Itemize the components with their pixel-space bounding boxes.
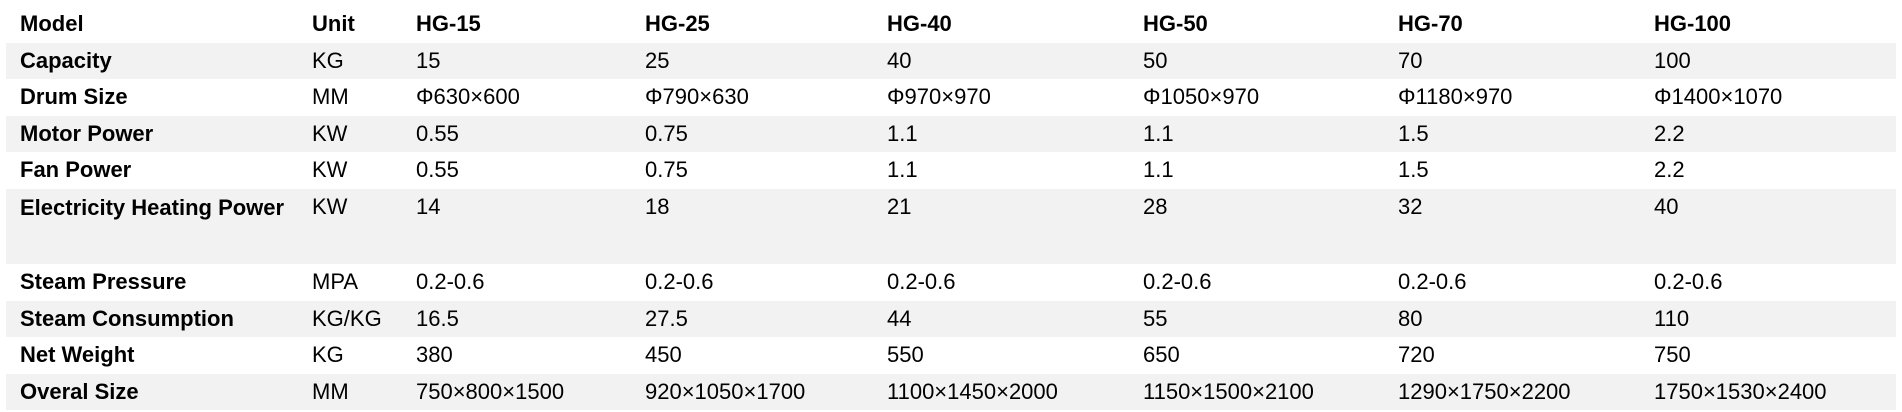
column-header: HG-70 — [1398, 11, 1463, 36]
table-row: Fan Power KW 0.55 0.75 1.1 1.1 1.5 2.2 — [6, 152, 1896, 189]
value-cell: 110 — [1640, 300, 1896, 338]
row-label: Net Weight — [20, 342, 135, 368]
table-row: Capacity KG 15 25 40 50 70 100 — [6, 42, 1896, 80]
value-cell: 25 — [631, 42, 873, 80]
value-cell: 1150×1500×2100 — [1129, 373, 1384, 411]
unit-cell: KW — [312, 157, 348, 183]
value-cell: Φ630×600 — [416, 84, 520, 110]
value-cell: 1100×1450×2000 — [873, 373, 1129, 411]
value-cell: 15 — [402, 42, 631, 80]
value-cell: Φ1400×1070 — [1654, 84, 1783, 110]
value-cell: 650 — [1143, 342, 1180, 368]
value-cell: 920×1050×1700 — [631, 373, 873, 411]
value-cell: Φ1180×970 — [1398, 84, 1513, 110]
value-cell: 1.1 — [1129, 115, 1384, 153]
value-cell: 1290×1750×2200 — [1384, 373, 1640, 411]
value-cell: 1.5 — [1398, 157, 1429, 183]
value-cell: 0.2-0.6 — [1143, 268, 1212, 294]
row-label: Motor Power — [6, 115, 298, 153]
row-label: Steam Consumption — [6, 300, 298, 338]
value-cell: 14 — [402, 188, 631, 264]
row-label: Overal Size — [6, 373, 298, 411]
row-label: Electricity Heating Power — [6, 188, 298, 264]
value-cell: 1.1 — [873, 115, 1129, 153]
table-row: Steam Consumption KG/KG 16.5 27.5 44 55 80 110 — [6, 300, 1896, 338]
table-row: Motor Power KW 0.55 0.75 1.1 1.1 1.5 2.2 — [6, 115, 1896, 153]
value-cell: Φ1050×970 — [1143, 84, 1260, 110]
value-cell: 16.5 — [402, 300, 631, 338]
table-row: Electricity Heating Power KW 14 18 21 28 32 40 — [6, 188, 1896, 264]
unit-cell: KW — [298, 188, 402, 264]
value-cell: 380 — [416, 342, 453, 368]
column-header: Model — [20, 11, 84, 36]
value-cell: 100 — [1640, 42, 1896, 80]
value-cell: 0.2-0.6 — [645, 268, 714, 294]
value-cell: 0.2-0.6 — [887, 268, 956, 294]
unit-cell: MM — [298, 373, 402, 411]
value-cell: 0.55 — [416, 157, 459, 183]
column-header: HG-40 — [887, 11, 952, 36]
unit-cell: KG — [312, 342, 344, 368]
value-cell: 550 — [887, 342, 924, 368]
value-cell: 40 — [873, 42, 1129, 80]
unit-cell: KG/KG — [298, 300, 402, 338]
value-cell: 0.75 — [631, 115, 873, 153]
value-cell: 70 — [1384, 42, 1640, 80]
value-cell: 750×800×1500 — [402, 373, 631, 411]
column-header: HG-25 — [645, 11, 710, 36]
value-cell: 80 — [1384, 300, 1640, 338]
value-cell: 44 — [873, 300, 1129, 338]
value-cell: 18 — [631, 188, 873, 264]
value-cell: Φ790×630 — [645, 84, 749, 110]
value-cell: 32 — [1384, 188, 1640, 264]
value-cell: 720 — [1398, 342, 1435, 368]
row-label: Capacity — [6, 42, 298, 80]
value-cell: 0.2-0.6 — [1398, 268, 1467, 294]
value-cell: 55 — [1129, 300, 1384, 338]
value-cell: 40 — [1640, 188, 1896, 264]
table-row: Net Weight KG 380 450 550 650 720 750 — [6, 337, 1896, 374]
value-cell: 1.5 — [1384, 115, 1640, 153]
column-header: HG-50 — [1143, 11, 1208, 36]
row-label: Drum Size — [20, 84, 128, 110]
value-cell: 450 — [645, 342, 682, 368]
value-cell: Φ970×970 — [887, 84, 991, 110]
value-cell: 0.75 — [645, 157, 688, 183]
row-label: Fan Power — [20, 157, 132, 183]
value-cell: 50 — [1129, 42, 1384, 80]
value-cell: 27.5 — [631, 300, 873, 338]
value-cell: 1.1 — [1143, 157, 1174, 183]
value-cell: 1750×1530×2400 — [1640, 373, 1896, 411]
value-cell: 2.2 — [1640, 115, 1896, 153]
value-cell: 0.2-0.6 — [1654, 268, 1723, 294]
table-row: Steam Pressure MPA 0.2-0.6 0.2-0.6 0.2-0.6 0.… — [6, 264, 1896, 301]
unit-cell: KW — [298, 115, 402, 153]
value-cell: 2.2 — [1654, 157, 1685, 183]
value-cell: 750 — [1654, 342, 1691, 368]
unit-cell: MM — [312, 84, 349, 110]
value-cell: 1.1 — [887, 157, 918, 183]
column-header: HG-15 — [416, 11, 481, 36]
value-cell: 0.55 — [402, 115, 631, 153]
value-cell: 0.2-0.6 — [416, 268, 485, 294]
header-row: Model Unit HG-15 HG-25 HG-40 HG-50 HG-70 HG-100 — [6, 6, 1896, 43]
column-header: HG-100 — [1654, 11, 1732, 36]
value-cell: 21 — [873, 188, 1129, 264]
table-row: Drum Size MM Φ630×600 Φ790×630 Φ970×970 Φ1050… — [6, 79, 1896, 116]
spec-table: Model Unit HG-15 HG-25 HG-40 HG-50 HG-70 HG-100… — [6, 6, 1896, 411]
column-header: Unit — [312, 11, 355, 36]
unit-cell: MPA — [312, 268, 359, 294]
table-row: Overal Size MM 750×800×1500 920×1050×1700 11… — [6, 373, 1896, 411]
unit-cell: KG — [298, 42, 402, 80]
row-label: Steam Pressure — [20, 268, 187, 294]
value-cell: 28 — [1129, 188, 1384, 264]
